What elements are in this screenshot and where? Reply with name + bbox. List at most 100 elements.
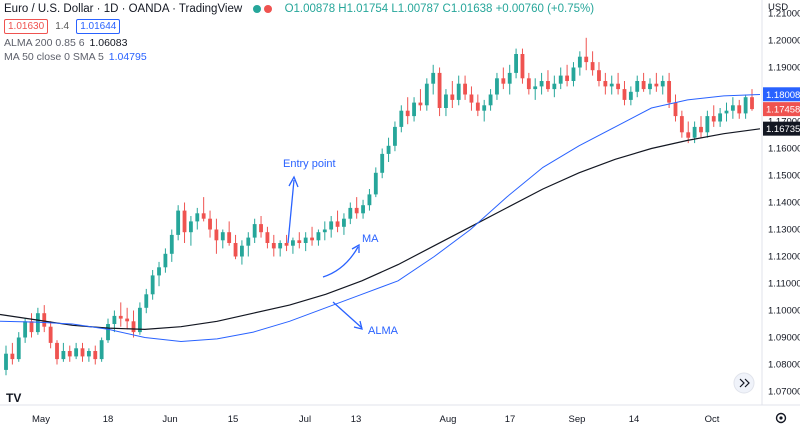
- candle-body: [616, 83, 621, 90]
- candle: [444, 89, 448, 117]
- candle: [48, 321, 53, 349]
- candle-body: [227, 232, 232, 243]
- price-tick: 1.13000: [768, 225, 800, 236]
- gear-icon: [775, 412, 787, 424]
- buy-button[interactable]: 1.01644: [76, 19, 121, 34]
- candle-body: [660, 81, 665, 87]
- candle: [526, 72, 531, 95]
- candle-body: [361, 205, 365, 214]
- sell-button[interactable]: 1.01630: [4, 19, 49, 34]
- candle: [227, 221, 232, 246]
- candle: [673, 94, 678, 122]
- candle: [284, 234, 289, 252]
- ma-arrow: [322, 246, 359, 278]
- price-tick: 1.07000: [768, 387, 800, 398]
- candle-body: [67, 351, 72, 357]
- candle: [737, 99, 742, 119]
- ma-label: MA: [362, 233, 379, 245]
- candle: [635, 75, 640, 98]
- price-axis[interactable]: 1.210001.200001.190001.180001.170001.160…: [768, 9, 800, 398]
- tradingview-logo[interactable]: TV: [6, 391, 21, 405]
- scroll-to-realtime-button[interactable]: [733, 372, 755, 394]
- candle: [399, 105, 404, 133]
- price-tick: 1.19000: [768, 63, 800, 74]
- candle-body: [310, 237, 314, 241]
- entry-point-arrowhead: [288, 175, 299, 188]
- ma-arrowhead: [351, 243, 360, 253]
- candle-body: [220, 232, 225, 241]
- time-tick: Oct: [705, 414, 720, 425]
- candle: [405, 97, 410, 125]
- candle-body: [42, 313, 47, 327]
- candle-body: [546, 81, 550, 90]
- candle-body: [437, 72, 442, 108]
- price-tick: 1.08000: [768, 360, 800, 371]
- candle-body: [482, 105, 487, 111]
- candle: [67, 345, 72, 362]
- price-tick: 1.20000: [768, 36, 800, 47]
- candle: [699, 116, 703, 138]
- candle: [125, 307, 130, 330]
- candle-body: [699, 126, 703, 133]
- settings-button[interactable]: [775, 412, 787, 424]
- candle: [55, 340, 59, 365]
- ma-annotation: MA: [322, 233, 379, 278]
- candle: [577, 51, 582, 76]
- candle-body: [125, 318, 130, 322]
- price-tag: 1.16735: [763, 121, 800, 136]
- candle: [80, 342, 85, 362]
- price-tag: 1.17458: [763, 102, 800, 117]
- time-tick: 17: [505, 414, 516, 425]
- candle: [750, 89, 754, 111]
- candle-body: [488, 94, 493, 106]
- candle-body: [284, 243, 289, 246]
- alma-label: ALMA: [368, 325, 399, 337]
- candle: [106, 318, 110, 343]
- candle: [29, 313, 34, 338]
- candle: [743, 94, 748, 119]
- candle: [546, 70, 550, 92]
- candle-body: [99, 340, 104, 360]
- candle-body: [654, 83, 659, 87]
- candle: [335, 210, 340, 233]
- candle: [501, 67, 506, 90]
- entry-point-label: Entry point: [283, 158, 336, 170]
- currency-label[interactable]: USD: [768, 2, 788, 13]
- candle: [386, 137, 391, 162]
- price-tick: 1.09000: [768, 333, 800, 344]
- price-tick: 1.10000: [768, 306, 800, 317]
- alma-legend[interactable]: ALMA 200 0.85 6 1.06083: [4, 37, 127, 49]
- candle: [609, 75, 614, 95]
- time-tick: Sep: [569, 414, 586, 425]
- candle-body: [705, 116, 710, 133]
- candle-body: [648, 83, 652, 90]
- candle: [42, 305, 47, 333]
- candle-body: [233, 243, 238, 257]
- candle-body: [737, 105, 742, 114]
- ma-legend[interactable]: MA 50 close 0 SMA 5 1.04795: [4, 51, 147, 63]
- candle: [552, 75, 557, 98]
- candle: [316, 229, 321, 246]
- candle: [463, 75, 467, 100]
- symbol-title[interactable]: Euro / U.S. Dollar · 1D · OANDA · Tradin…: [4, 3, 243, 15]
- candle: [380, 148, 385, 179]
- price-tick: 1.16000: [768, 144, 800, 155]
- candle-body: [475, 102, 480, 111]
- spread-value: 1.4: [55, 21, 70, 32]
- candle: [533, 78, 538, 100]
- candle: [514, 48, 518, 79]
- candle-body: [61, 351, 66, 360]
- candle-body: [597, 70, 601, 81]
- candle: [648, 78, 652, 95]
- time-axis[interactable]: May 18 Jun 15 Jul 13 Aug 17 Sep 14 Oct: [32, 414, 720, 425]
- candle: [303, 232, 308, 252]
- candle: [354, 197, 359, 219]
- candle: [660, 75, 665, 95]
- candle-body: [393, 126, 397, 146]
- candle-body: [526, 78, 531, 90]
- candle: [654, 72, 659, 92]
- candle: [342, 213, 346, 235]
- symbol-legend: Euro / U.S. Dollar · 1D · OANDA · Tradin…: [4, 3, 594, 15]
- candle: [163, 248, 168, 273]
